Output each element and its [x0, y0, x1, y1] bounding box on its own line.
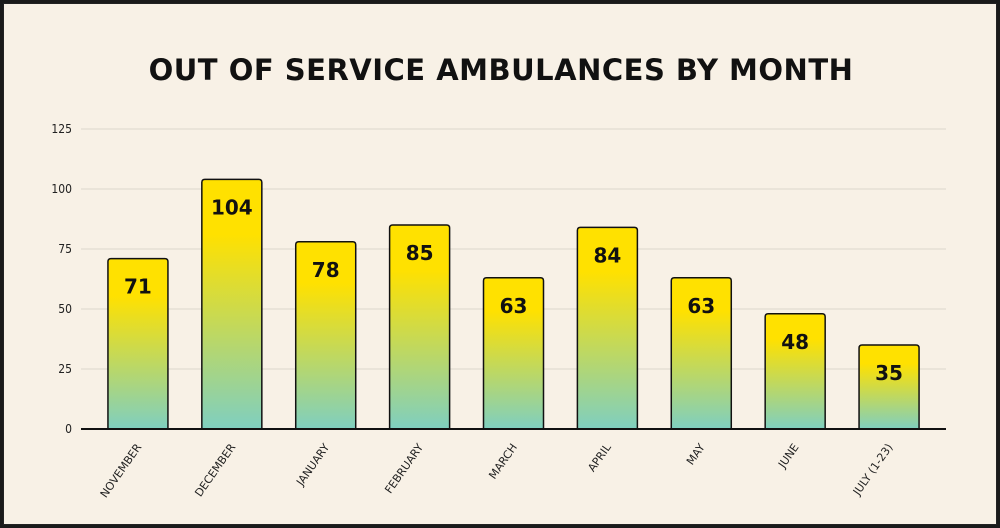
bar-december — [201, 178, 263, 430]
bar-july-1-23 — [858, 344, 920, 430]
chart-title: OUT OF SERVICE AMBULANCES BY MONTH — [149, 53, 854, 87]
x-tick-label: JULY (1-23) — [850, 441, 895, 498]
bar-value-label: 104 — [211, 195, 253, 219]
x-tick-label: APRIL — [585, 441, 614, 475]
y-tick-label: 75 — [58, 242, 72, 256]
bar-november — [107, 257, 169, 430]
y-axis-ticks: 0 25 50 75 100 125 — [51, 122, 72, 436]
bar-may — [670, 277, 733, 430]
bar-april — [576, 226, 639, 430]
x-tick-label: DECEMBER — [192, 441, 238, 499]
y-tick-label: 50 — [58, 302, 72, 316]
bar-value-label: 71 — [124, 275, 152, 299]
x-axis-ticks: NOVEMBER DECEMBER JANUARY FEBRUARY MARCH APRI… — [98, 441, 896, 501]
bar-value-label: 63 — [500, 294, 528, 318]
bar-chart: OUT OF SERVICE AMBULANCES BY MONTH 0 25 50… — [51, 53, 946, 501]
bar-value-label: 84 — [593, 243, 621, 267]
bar-value-label: 35 — [875, 361, 903, 385]
bar-value-label: 48 — [781, 330, 809, 354]
bar-march — [482, 277, 545, 430]
y-tick-label: 0 — [65, 422, 72, 436]
bar-value-label: 63 — [687, 294, 715, 318]
x-tick-label: MAY — [684, 441, 708, 467]
y-tick-label: 25 — [58, 362, 72, 376]
x-tick-label: FEBRUARY — [382, 441, 426, 496]
x-tick-label: MARCH — [486, 441, 520, 481]
bar-value-label: 85 — [406, 241, 434, 265]
bars: 71 104 78 85 63 84 63 48 35 — [107, 178, 920, 430]
chart-frame: OUT OF SERVICE AMBULANCES BY MONTH 0 25 50… — [3, 3, 997, 525]
bar-june — [764, 313, 826, 430]
y-tick-label: 125 — [51, 122, 72, 136]
x-tick-label: JANUARY — [293, 441, 332, 489]
x-tick-label: JUNE — [775, 441, 801, 471]
bar-value-label: 78 — [312, 258, 340, 282]
y-tick-label: 100 — [51, 182, 72, 196]
x-tick-label: NOVEMBER — [98, 441, 145, 500]
bar-february — [388, 224, 451, 430]
bar-january — [294, 241, 357, 430]
